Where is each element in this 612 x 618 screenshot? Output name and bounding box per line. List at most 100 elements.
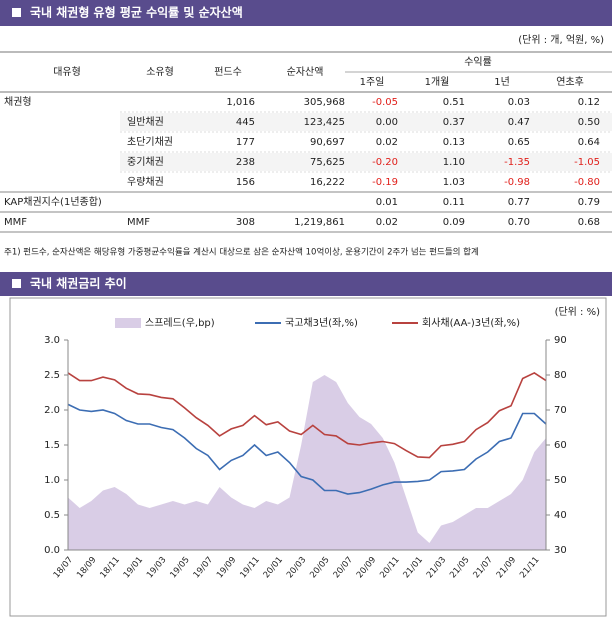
unit-label: (단위 : 개, 억원, %) [518,33,604,46]
table-cell: -0.80 [574,177,600,188]
x-tick-label: 19/03 [145,555,168,580]
table-cell: 0.50 [578,117,600,128]
x-tick-label: 19/07 [192,555,215,580]
table-cell: 0.03 [508,97,530,108]
section-title: 국내 채권금리 추이 [30,276,127,291]
table-cell: 0.47 [508,117,530,128]
table-cell: 16,222 [310,177,345,188]
y-tick-label: 1.5 [44,440,60,451]
y2-tick-label: 80 [554,370,567,381]
row-band [120,133,612,151]
header-bar [0,0,612,26]
x-tick-label: 19/11 [238,555,261,580]
table-cell: 238 [236,157,255,168]
y2-tick-label: 30 [554,545,567,556]
table-cell: 1,219,861 [294,217,345,228]
row-band [120,113,612,131]
chart-frame [9,297,607,617]
table-cell: 0.01 [376,197,398,208]
table-cell: 0.12 [578,97,600,108]
y2-tick-label: 50 [554,475,567,486]
y-tick-label: 1.0 [44,475,60,486]
x-tick-label: 20/03 [285,555,308,580]
table-cell: 0.13 [443,137,465,148]
table-cell: 0.65 [508,137,530,148]
table-cell: 일반채권 [127,116,164,128]
table-cell: 0.68 [578,217,600,228]
y-tick-label: 2.0 [44,405,60,416]
table-cell: 177 [236,137,255,148]
table-cell: 308 [236,217,255,228]
table-cell: 0.79 [578,197,600,208]
x-tick-label: 19/09 [215,555,238,580]
legend-label: 스프레드(우,bp) [145,317,215,329]
x-tick-label: 20/11 [378,555,401,580]
x-tick-label: 20/01 [262,555,285,580]
spread-area [68,375,546,550]
rate-line [67,403,547,495]
row-band [120,173,612,191]
y2-tick-label: 90 [554,335,567,346]
table-cell: -0.20 [372,157,398,168]
table-cell: 445 [236,117,255,128]
table-cell: 90,697 [310,137,345,148]
table-cell: 156 [236,177,255,188]
y-tick-label: 3.0 [44,335,60,346]
table-cell: 0.00 [376,117,398,128]
table-cell: 0.02 [376,217,398,228]
y-tick-label: 2.5 [44,370,60,381]
table-cell: -1.35 [504,157,530,168]
x-tick-label: 21/05 [448,555,471,580]
group-header: 수익률 [464,56,492,68]
table-cell: MMF [4,217,27,228]
table-cell: 0.02 [376,137,398,148]
table-cell: 0.51 [443,97,465,108]
column-header: 대유형 [53,66,81,78]
footnote: 주1) 펀드수, 순자산액은 해당유형 가중평균수익률을 계산시 대상으로 삼은… [4,247,479,258]
table-cell: 1.03 [443,177,465,188]
y2-tick-label: 70 [554,405,567,416]
table-cell: -1.05 [574,157,600,168]
table-cell: 0.09 [443,217,465,228]
x-tick-label: 19/05 [168,555,191,580]
y-tick-label: 0.0 [44,545,60,556]
x-tick-label: 21/03 [425,555,448,580]
table-cell: 75,625 [310,157,345,168]
column-header: 순자산액 [287,66,324,78]
x-tick-label: 21/01 [402,555,425,580]
column-subheader: 연초후 [556,76,584,88]
legend-swatch [115,318,141,328]
x-tick-label: 18/11 [98,555,121,580]
table-cell: 1,016 [226,97,255,108]
column-subheader: 1주일 [360,76,385,88]
x-tick-label: 20/05 [308,555,331,580]
y2-tick-label: 60 [554,440,567,451]
column-header: 소유형 [146,66,174,78]
table-cell: 1.10 [443,157,465,168]
x-tick-label: 19/01 [122,555,145,580]
x-tick-label: 18/07 [52,555,75,580]
table-cell: 0.70 [508,217,530,228]
table-cell: 0.37 [443,117,465,128]
table-cell: 초단기채권 [127,136,173,148]
section-title: 국내 채권형 유형 평균 수익률 및 순자산액 [30,5,243,20]
row-band [120,153,612,171]
legend-label: 국고채3년(좌,%) [285,317,358,329]
x-tick-label: 20/07 [332,555,355,580]
header-bar [0,272,612,296]
table-cell: -0.05 [372,97,398,108]
table-cell: 0.77 [508,197,530,208]
table-cell: 채권형 [4,96,32,108]
y2-tick-label: 40 [554,510,567,521]
header-icon [12,8,21,17]
chart-unit: (단위 : %) [555,305,601,318]
rate-line [67,371,547,459]
table-cell: KAP채권지수(1년종합) [4,196,102,208]
x-tick-label: 21/07 [472,555,495,580]
x-tick-label: 18/09 [75,555,98,580]
table-cell: 305,968 [304,97,345,108]
column-header: 펀드수 [214,66,242,78]
